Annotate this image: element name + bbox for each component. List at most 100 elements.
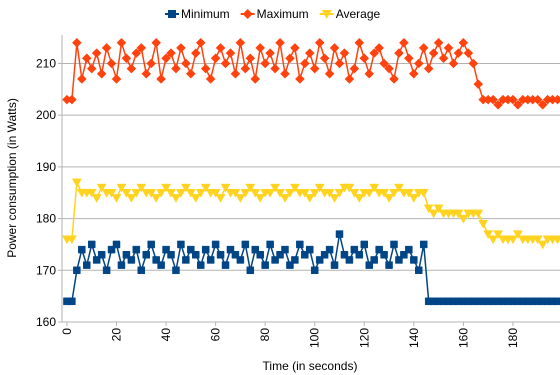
data-point [553,297,560,306]
data-point [146,58,157,69]
data-point [473,79,484,89]
data-point [261,261,269,269]
data-point [374,43,384,53]
data-point [112,240,121,249]
data-point [415,266,423,275]
data-point [71,178,82,188]
data-point [236,256,245,264]
data-point [443,43,454,53]
data-point [513,99,523,110]
x-tick-label: 120 [357,328,371,348]
data-point [200,63,211,74]
legend-marker [168,10,176,18]
data-point [177,240,185,249]
data-point [410,256,418,264]
data-point [111,74,122,84]
y-tick-label: 190 [36,160,56,174]
data-point [458,37,469,48]
x-tick-label: 100 [308,328,322,348]
data-point [255,194,266,203]
data-point [270,183,281,193]
data-point [428,209,439,219]
data-point [488,235,499,245]
data-point [448,58,459,69]
data-point [190,48,201,58]
data-point [156,188,167,198]
data-point [206,256,215,264]
data-point [355,251,364,259]
data-point [136,43,147,53]
data-point [220,183,231,193]
data-point [408,68,419,79]
data-point [483,230,494,240]
data-point [216,251,225,259]
data-point [394,48,404,58]
data-point [532,235,543,245]
data-point [230,188,241,198]
data-point [211,240,220,249]
data-point [380,251,388,259]
data-point [458,214,469,224]
x-tick-label: 160 [456,328,470,348]
data-point [478,219,489,229]
data-point [408,194,419,203]
data-point [275,188,285,198]
data-point [132,245,141,254]
data-point [147,240,155,249]
data-point [369,48,380,58]
data-point [235,194,246,203]
data-point [306,245,314,254]
data-point [310,266,319,275]
data-point [73,266,81,275]
data-point [354,194,365,203]
data-point [210,188,221,198]
data-point [345,256,354,264]
data-point [161,183,171,193]
x-tick-label: 180 [506,328,520,348]
data-point [508,94,518,105]
data-point [285,53,295,64]
data-point [235,37,246,48]
data-point [309,63,320,74]
data-point [399,37,409,48]
data-point [360,240,369,249]
data-point [512,230,523,240]
data-point [185,188,196,198]
data-point [192,251,200,259]
data-point [344,183,355,193]
x-tick-label: 140 [407,328,421,348]
data-point [220,58,231,69]
data-point [384,194,394,203]
data-point [106,58,117,69]
data-point [537,240,548,250]
data-point [180,183,191,193]
data-point [403,188,414,198]
data-point [87,240,96,249]
data-point [182,256,190,264]
data-point [314,183,325,193]
data-point [369,183,380,193]
data-point [126,63,137,74]
data-point [488,94,498,105]
data-point [195,188,206,198]
data-point [344,74,355,84]
data-point [190,194,201,203]
data-point [384,63,394,74]
data-point [240,63,251,74]
data-point [241,240,250,249]
data-point [463,48,474,58]
data-point [473,209,484,219]
y-tick-label: 180 [36,212,56,226]
data-point [493,99,503,110]
data-point [413,58,424,69]
data-point [102,266,111,275]
data-point [285,188,295,198]
data-point [329,194,340,203]
data-point [335,230,344,238]
data-point [304,194,315,203]
data-point [423,204,434,214]
data-point [215,194,226,203]
data-point [453,209,464,219]
data-point [418,188,429,198]
